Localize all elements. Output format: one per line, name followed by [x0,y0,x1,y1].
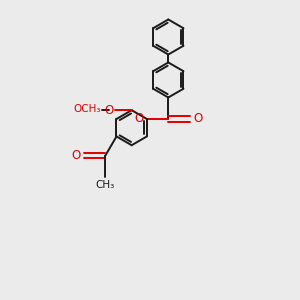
Text: CH₃: CH₃ [96,180,115,190]
Text: OCH₃: OCH₃ [73,104,101,114]
Text: O: O [134,112,144,125]
Text: O: O [71,149,81,162]
Text: O: O [193,112,202,125]
Text: O: O [104,104,113,117]
